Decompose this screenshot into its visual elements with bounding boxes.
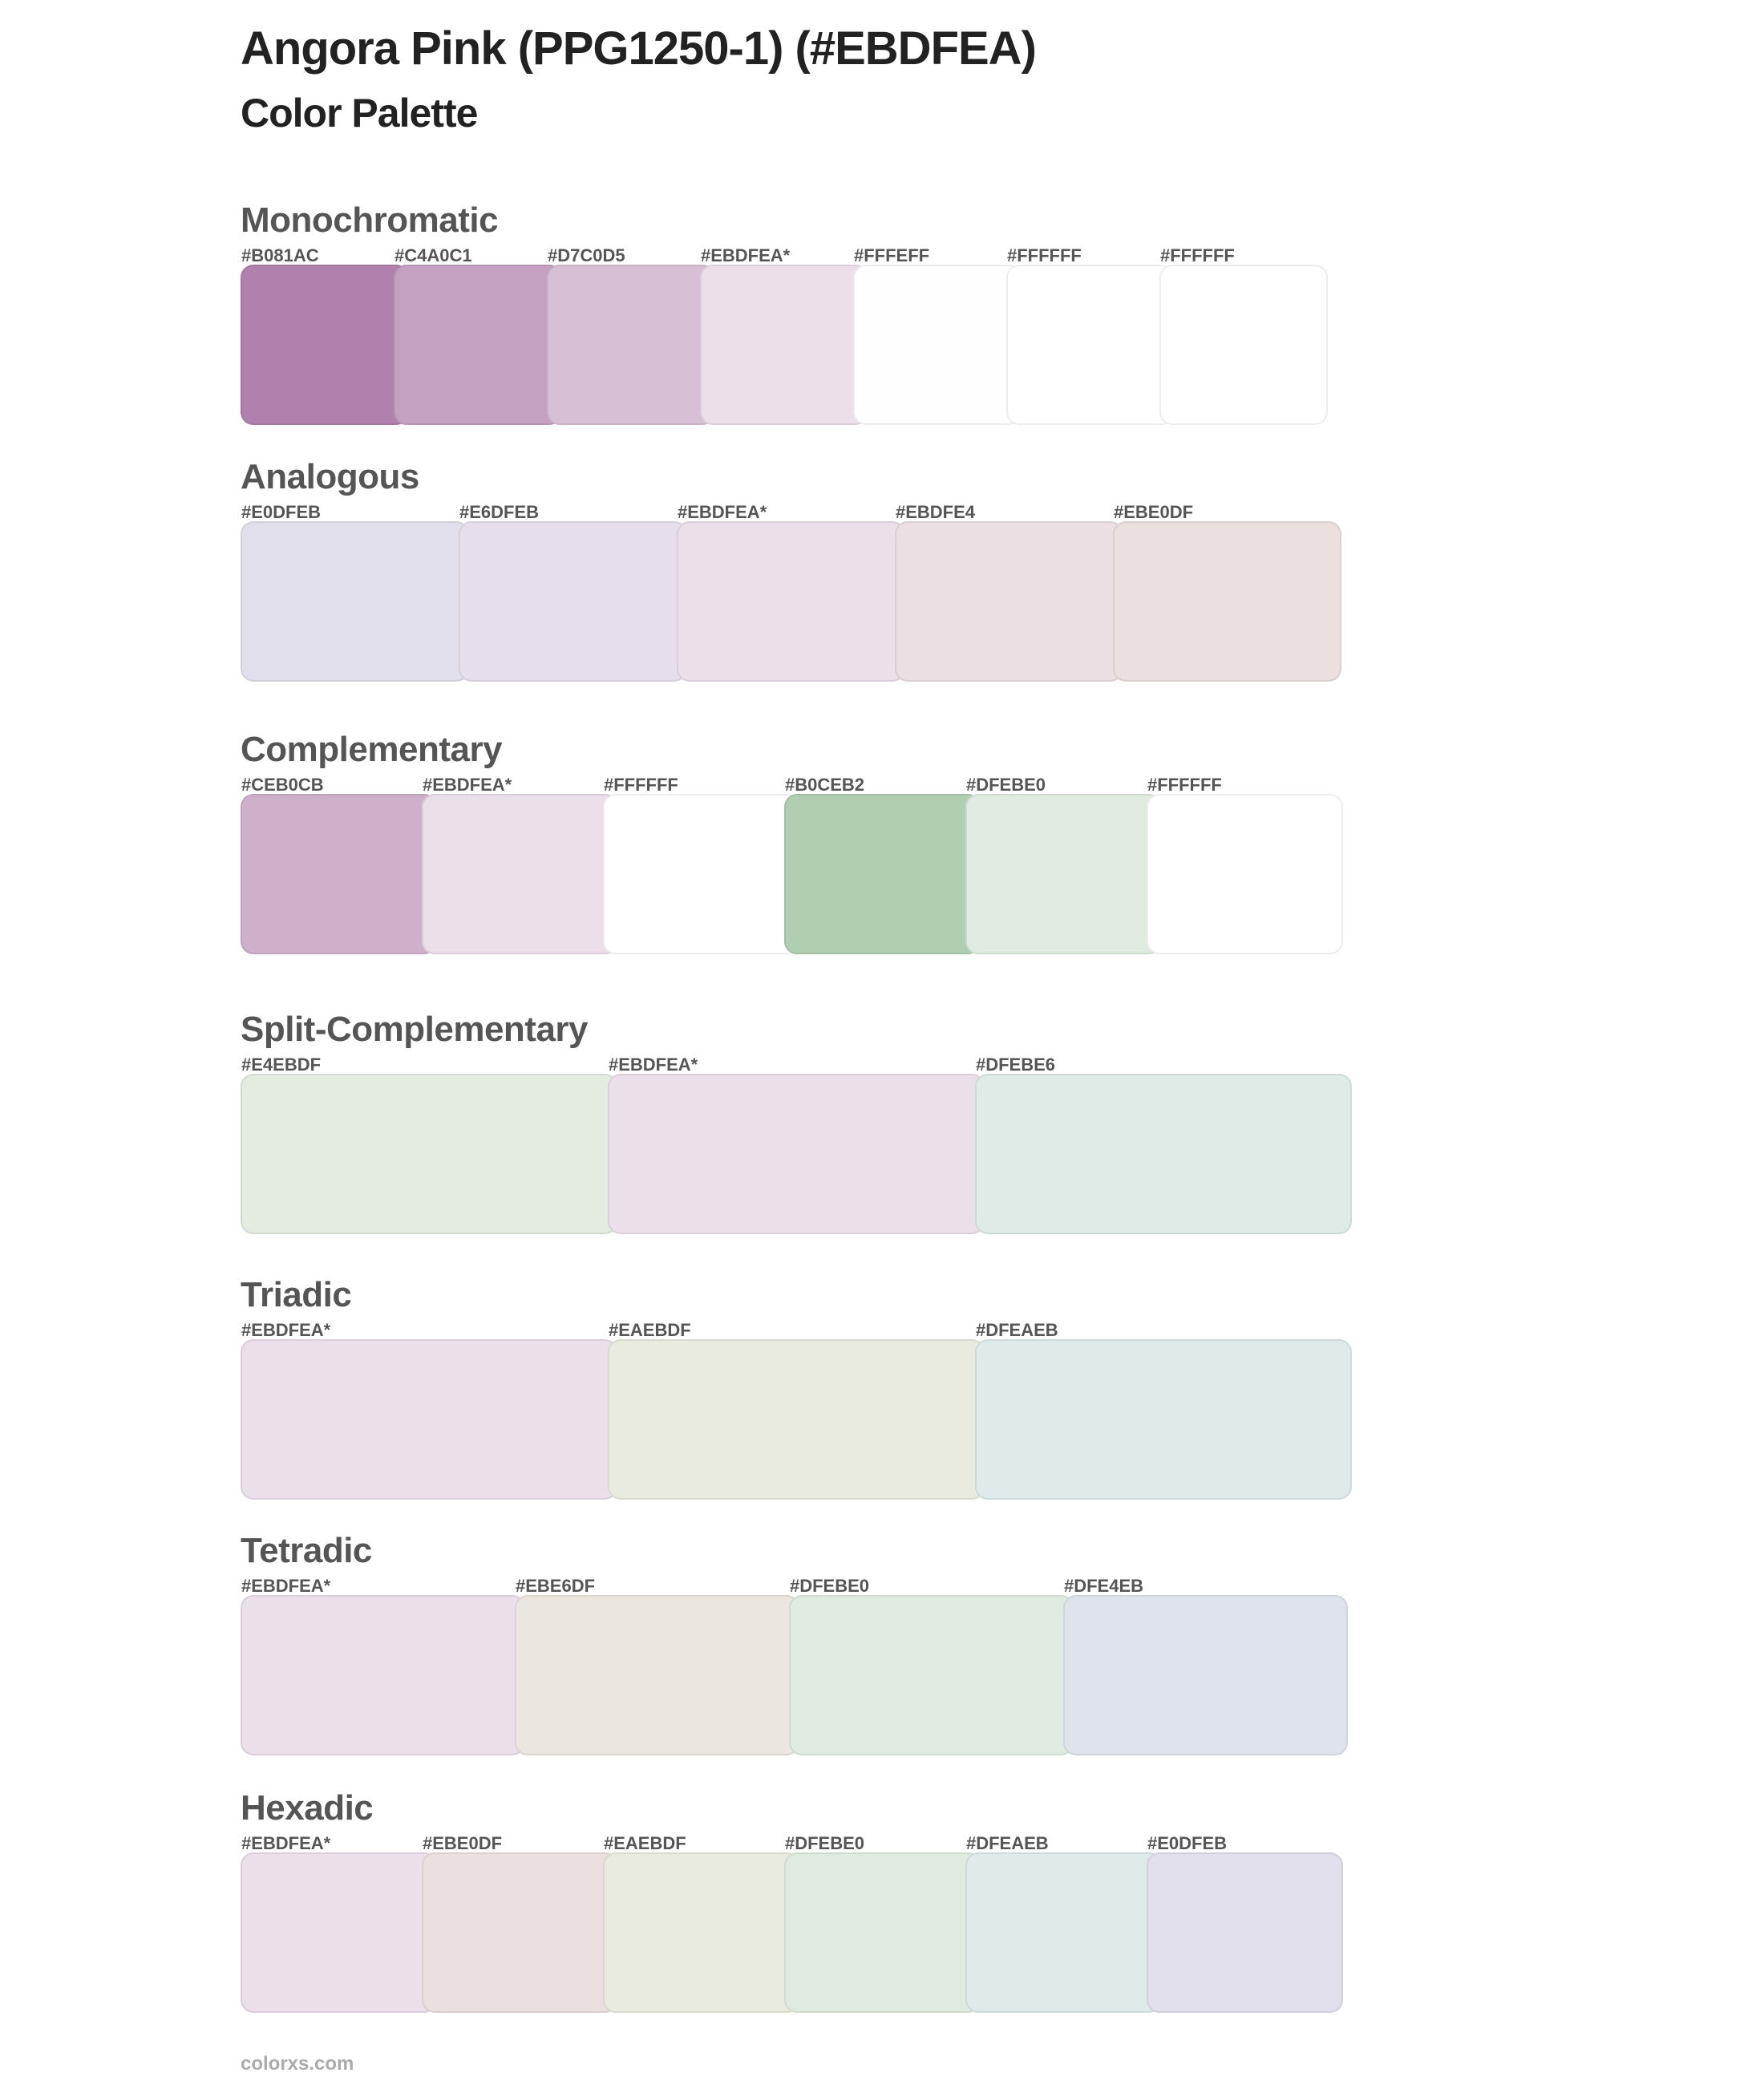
color-swatch[interactable] [1147,794,1343,954]
color-swatch[interactable] [241,1339,617,1500]
section-heading: Analogous [241,457,419,496]
swatch-hex-label: #B081AC [241,245,319,265]
page-title: Angora Pink (PPG1250-1) (#EBDFEA) [241,22,1037,75]
section-heading: Hexadic [241,1788,374,1828]
palette-section-split-complementary: Split-Complementary #E4EBDF #EBDFEA* #DFEBE… [241,1010,1363,1242]
color-swatch[interactable] [789,1595,1074,1755]
color-swatch[interactable] [677,521,905,682]
color-swatch[interactable] [515,1595,799,1755]
swatch-hex-label: #FFFFFF [604,775,678,795]
color-swatch[interactable] [1147,1852,1343,2013]
color-swatch[interactable] [1113,521,1341,682]
swatch-hex-label: #DFEBE0 [785,1833,865,1853]
page-subtitle: Color Palette [241,91,478,136]
section-heading: Monochromatic [241,200,499,240]
swatch-hex-label: #EBDFEA* [678,502,767,522]
swatch-hex-label: #DFEBE6 [976,1055,1056,1075]
swatch-hex-label: #CEB0CB [241,775,324,795]
site-link[interactable]: colorxs.com [241,2053,354,2075]
swatch-hex-label: #EAEBDF [604,1833,686,1853]
swatch-hex-label: #EBE6DF [516,1576,596,1596]
color-swatch[interactable] [603,1852,799,2013]
palette-section-triadic: Triadic #EBDFEA* #EAEBDF #DFEAEB [241,1275,1363,1508]
color-swatch[interactable] [608,1074,985,1234]
swatch-hex-label: #DFEBE0 [966,775,1046,795]
section-heading: Tetradic [241,1531,372,1570]
swatch-hex-label: #EBE0DF [423,1833,503,1853]
color-swatch[interactable] [241,1074,617,1234]
swatch-hex-label: #EBDFEA* [241,1320,331,1340]
color-swatch[interactable] [784,1852,981,2013]
color-swatch[interactable] [603,794,799,954]
color-swatch[interactable] [394,265,562,425]
color-swatch[interactable] [700,265,868,425]
swatch-hex-label: #EBE0DF [1114,502,1194,522]
palette-section-tetradic: Tetradic #EBDFEA* #EBE6DF #DFEBE0 #DFE4EB [241,1531,1363,1763]
color-swatch[interactable] [965,1852,1162,2013]
swatch-hex-label: #E6DFEB [459,502,540,522]
swatch-hex-label: #EBDFEA* [423,775,512,795]
swatch-hex-label: #E4EBDF [241,1055,322,1075]
color-swatch[interactable] [1063,1595,1348,1755]
swatch-hex-label: #EBDFE4 [896,502,976,522]
swatch-hex-label: #E0DFEB [241,502,322,522]
color-swatch[interactable] [422,794,618,954]
color-swatch[interactable] [965,794,1162,954]
color-swatch[interactable] [241,794,437,954]
swatch-hex-label: #D7C0D5 [548,245,625,265]
color-swatch[interactable] [1006,265,1175,425]
color-swatch[interactable] [459,521,687,682]
swatch-hex-label: #EBDFEA* [241,1576,331,1596]
section-heading: Complementary [241,730,503,769]
swatch-hex-label: #DFE4EB [1064,1576,1144,1596]
color-swatch[interactable] [608,1339,985,1500]
swatch-hex-label: #B0CEB2 [785,775,865,795]
swatch-hex-label: #FFFEFF [854,245,930,265]
color-swatch[interactable] [241,265,409,425]
palette-section-complementary: Complementary #CEB0CB #EBDFEA* #FFFFFF #B0CE… [241,730,1363,962]
swatch-hex-label: #EBDFEA* [609,1055,698,1075]
palette-section-analogous: Analogous #E0DFEB #E6DFEB #EBDFEA* #EBDFE4 #E… [241,457,1363,690]
color-swatch[interactable] [547,265,715,425]
swatch-hex-label: #EAEBDF [609,1320,691,1340]
color-swatch[interactable] [975,1339,1352,1500]
color-swatch[interactable] [784,794,981,954]
swatch-hex-label: #FFFFFF [1160,245,1235,265]
swatch-hex-label: #E0DFEB [1147,1833,1228,1853]
swatch-hex-label: #DFEAEB [966,1833,1049,1853]
color-swatch[interactable] [853,265,1022,425]
swatch-hex-label: #FFFFFF [1007,245,1082,265]
swatch-hex-label: #EBDFEA* [701,245,791,265]
swatch-hex-label: #FFFFFF [1147,775,1222,795]
color-swatch[interactable] [1159,265,1328,425]
color-swatch[interactable] [241,1852,437,2013]
color-swatch[interactable] [422,1852,618,2013]
color-swatch[interactable] [241,521,469,682]
palette-section-hexadic: Hexadic #EBDFEA* #EBE0DF #EAEBDF #DFEBE0 #DFE… [241,1788,1363,2021]
section-heading: Split-Complementary [241,1010,589,1049]
swatch-hex-label: #C4A0C1 [394,245,472,265]
color-swatch[interactable] [241,1595,525,1755]
palette-section-monochromatic: Monochromatic #B081AC #C4A0C1 #D7C0D5 #EBDFE… [241,200,1363,433]
swatch-hex-label: #EBDFEA* [241,1833,331,1853]
color-swatch[interactable] [895,521,1123,682]
swatch-hex-label: #DFEBE0 [790,1576,870,1596]
section-heading: Triadic [241,1275,352,1314]
color-swatch[interactable] [975,1074,1352,1234]
swatch-hex-label: #DFEAEB [976,1320,1058,1340]
